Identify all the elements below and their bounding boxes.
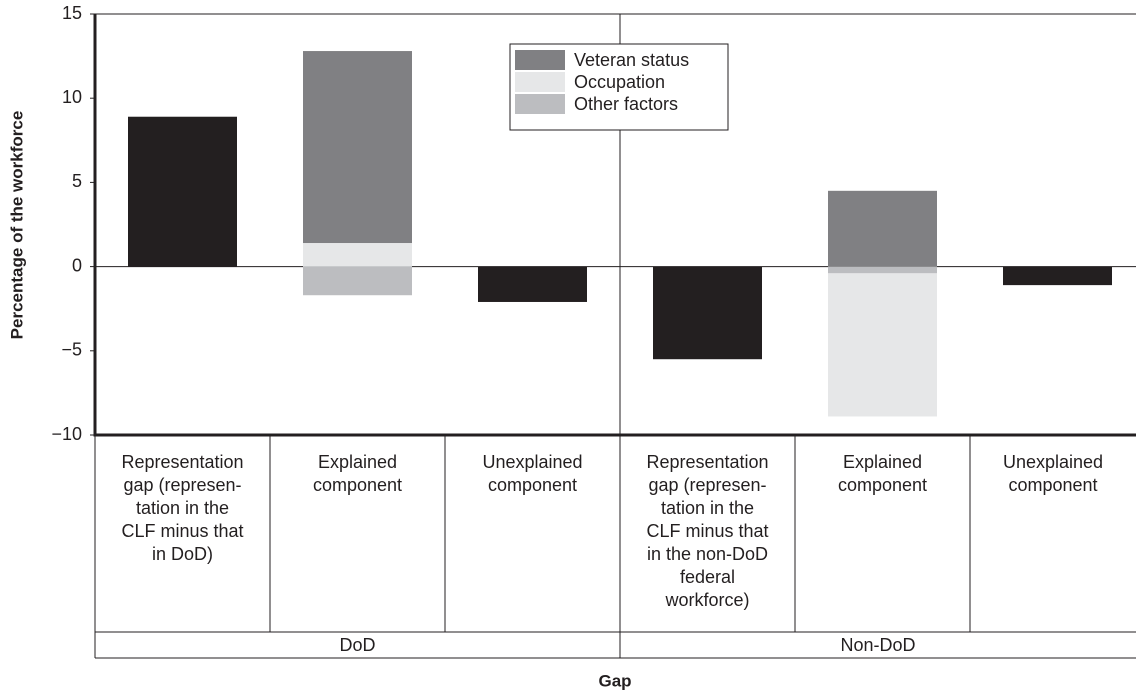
group-label: DoD [339, 635, 375, 655]
x-tick-label: Unexplained [1003, 452, 1103, 472]
legend-label: Other factors [574, 94, 678, 114]
x-tick-label: Explained [318, 452, 397, 472]
x-axis-title: Gap [598, 671, 631, 690]
legend-swatch [515, 94, 565, 114]
x-tick-label: component [1008, 475, 1097, 495]
x-tick-label: workforce) [664, 590, 749, 610]
bar [653, 266, 762, 360]
y-axis-title: Percentage of the workforce [7, 111, 26, 340]
bar-segment [828, 273, 937, 417]
bar-segment [303, 266, 412, 296]
y-tick-label: 0 [72, 255, 82, 275]
bar-segment [828, 266, 937, 274]
y-tick-label: 15 [62, 3, 82, 23]
bar [1003, 266, 1112, 286]
y-tick-label: 5 [72, 171, 82, 191]
group-label: Non-DoD [840, 635, 915, 655]
x-tick-label: Representation [121, 452, 243, 472]
legend-swatch [515, 50, 565, 70]
legend-swatch [515, 72, 565, 92]
y-tick-label: 10 [62, 87, 82, 107]
bar-segment [828, 190, 937, 267]
bar [478, 266, 587, 302]
x-tick-label: component [488, 475, 577, 495]
x-tick-label: Representation [646, 452, 768, 472]
bar [128, 116, 237, 267]
x-tick-label: Unexplained [482, 452, 582, 472]
y-tick-label: −5 [61, 340, 82, 360]
x-tick-label: gap (represen- [123, 475, 241, 495]
x-tick-label: CLF minus that [646, 521, 768, 541]
x-tick-label: federal [680, 567, 735, 587]
x-tick-label: in DoD) [152, 544, 213, 564]
y-tick-label: −10 [51, 424, 82, 444]
legend-label: Veteran status [574, 50, 689, 70]
x-tick-label: gap (represen- [648, 475, 766, 495]
x-tick-label: Explained [843, 452, 922, 472]
x-tick-label: tation in the [661, 498, 754, 518]
legend-label: Occupation [574, 72, 665, 92]
x-tick-label: component [838, 475, 927, 495]
bar-segment [303, 51, 412, 244]
bar-segment [303, 243, 412, 267]
x-tick-label: component [313, 475, 402, 495]
x-tick-label: CLF minus that [121, 521, 243, 541]
x-tick-label: in the non-DoD [647, 544, 768, 564]
x-tick-label: tation in the [136, 498, 229, 518]
